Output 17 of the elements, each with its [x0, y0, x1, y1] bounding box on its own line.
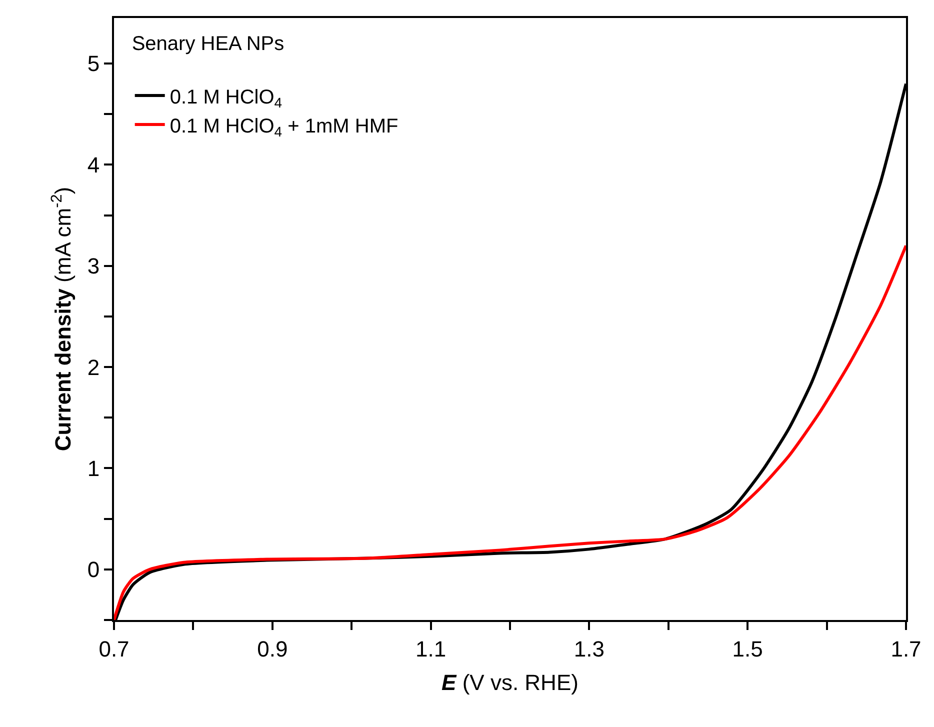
x-tick-label: 1.1 — [416, 636, 446, 662]
legend-title: Senary HEA NPs — [132, 33, 284, 56]
y-tick-label: 4 — [87, 152, 100, 178]
y-tick-label: 1 — [87, 456, 100, 481]
y-tick-label: 3 — [87, 254, 100, 279]
x-tick-label: 1.7 — [890, 636, 922, 662]
y-tick-label: 0 — [87, 557, 100, 582]
x-tick-label: 0.7 — [98, 636, 130, 662]
y-tick-label: 5 — [87, 51, 100, 76]
y-tick-label: 2 — [87, 354, 100, 380]
legend-label: 0.1 M HClO$_{4}$ — [170, 86, 282, 111]
legend-label: 0.1 M HClO$_{4}$ + 1mM HMF — [170, 115, 398, 140]
x-axis-title: E (V vs. RHE) — [442, 670, 578, 695]
x-tick-label: 1.5 — [732, 636, 763, 662]
line-series — [114, 244, 906, 620]
x-tick-label: 1.3 — [574, 636, 604, 662]
x-tick-label: 0.9 — [257, 636, 288, 662]
